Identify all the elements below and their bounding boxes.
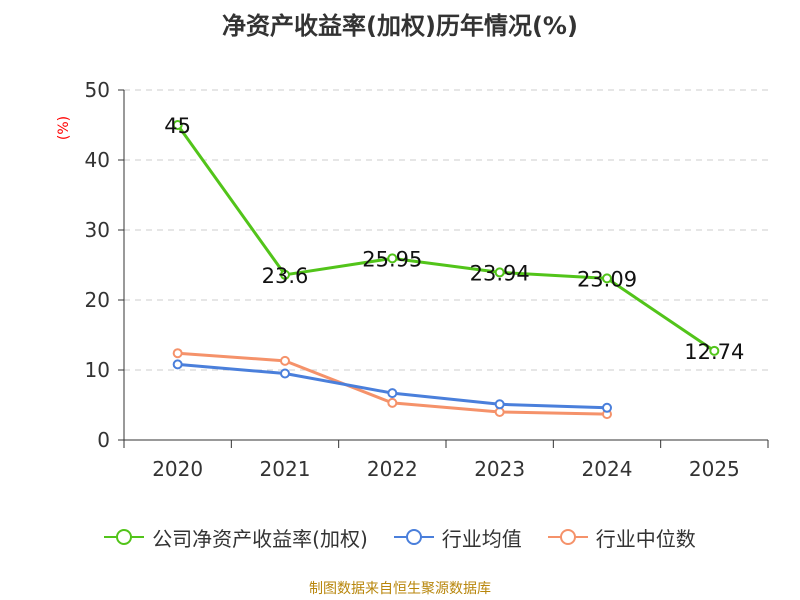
data-point: [172, 348, 183, 359]
data-point: [280, 355, 290, 366]
data-point: [602, 273, 612, 284]
x-tick-label: 2024: [582, 457, 633, 481]
data-point: [494, 399, 505, 410]
source-note: 制图数据来自恒生聚源数据库: [309, 581, 491, 597]
data-point: [387, 253, 398, 264]
y-axis-label: (%): [56, 116, 72, 140]
legend-label-industry-median: 行业中位数: [595, 526, 696, 551]
x-tick-label: 2020: [152, 457, 203, 481]
data-point: [172, 359, 183, 370]
x-tick-label: 2021: [260, 457, 311, 481]
legend-label-industry-avg: 行业均值: [441, 526, 522, 551]
data-point: [387, 397, 398, 408]
y-tick-label: 0: [97, 428, 110, 452]
data-point: [709, 345, 720, 356]
legend-item-company[interactable]: 公司净资产收益率(加权): [104, 523, 368, 552]
legend-item-industry-median[interactable]: 行业中位数: [547, 523, 696, 552]
x-tick-label: 2025: [689, 457, 740, 481]
data-label: 23.6: [262, 264, 309, 288]
legend-marker-company: [104, 529, 145, 545]
data-label: 25.95: [362, 247, 422, 271]
data-label: 23.09: [577, 267, 637, 291]
data-label: 45: [164, 114, 191, 138]
legend-item-industry-avg[interactable]: 行业均值: [393, 523, 522, 552]
data-point: [387, 388, 398, 399]
y-tick-label: 20: [85, 288, 110, 312]
y-tick-label: 30: [85, 218, 110, 242]
x-tick-label: 2022: [367, 457, 418, 481]
data-point: [602, 402, 612, 413]
data-point: [172, 120, 183, 130]
legend-label-company: 公司净资产收益率(加权): [152, 526, 368, 551]
line-chart: 0 10 20 30 40 50 2020 2021 2022 2023 2024 2025 (%) 45…: [56, 78, 769, 481]
y-tick-label: 10: [85, 358, 110, 382]
chart-title: 净资产收益率(加权)历年情况(%): [222, 12, 578, 40]
legend-marker-industry-median: [547, 529, 588, 545]
data-label: 23.94: [470, 261, 530, 285]
legend-marker-industry-avg: [393, 529, 434, 545]
series-line-0: [176, 124, 716, 353]
data-label: 12.74: [684, 340, 744, 364]
data-point: [280, 368, 290, 379]
y-tick-label: 40: [85, 148, 110, 172]
legend: 公司净资产收益率(加权) 行业均值 行业中位数: [0, 522, 800, 552]
x-tick-label: 2023: [474, 457, 525, 481]
data-point: [494, 267, 505, 278]
y-tick-label: 50: [85, 78, 110, 102]
data-point: [280, 269, 290, 280]
